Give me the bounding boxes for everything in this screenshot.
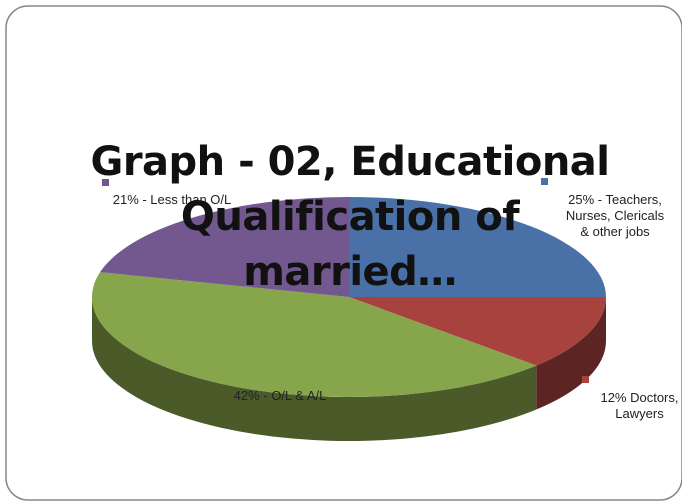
slice [100,197,349,297]
label-marker [541,178,548,185]
data-label: 12% Doctors, Lawyers [600,390,679,421]
pie [92,197,606,441]
data-label: 25% - Teachers, Nurses, Clericals & othe… [565,192,665,239]
slice-side [92,297,537,441]
slice-side [536,297,606,410]
slice [92,272,537,397]
slice [349,197,606,297]
label-marker [208,373,215,380]
data-label: 21% - Less than O/L [112,192,232,207]
chart-title: Graph - 02, Educational Qualification of… [90,139,610,295]
markers [102,178,589,383]
label-marker [582,376,589,383]
data-label: 42% - O/L & A/L [233,388,327,403]
label-marker [102,179,109,186]
slice [349,297,606,366]
